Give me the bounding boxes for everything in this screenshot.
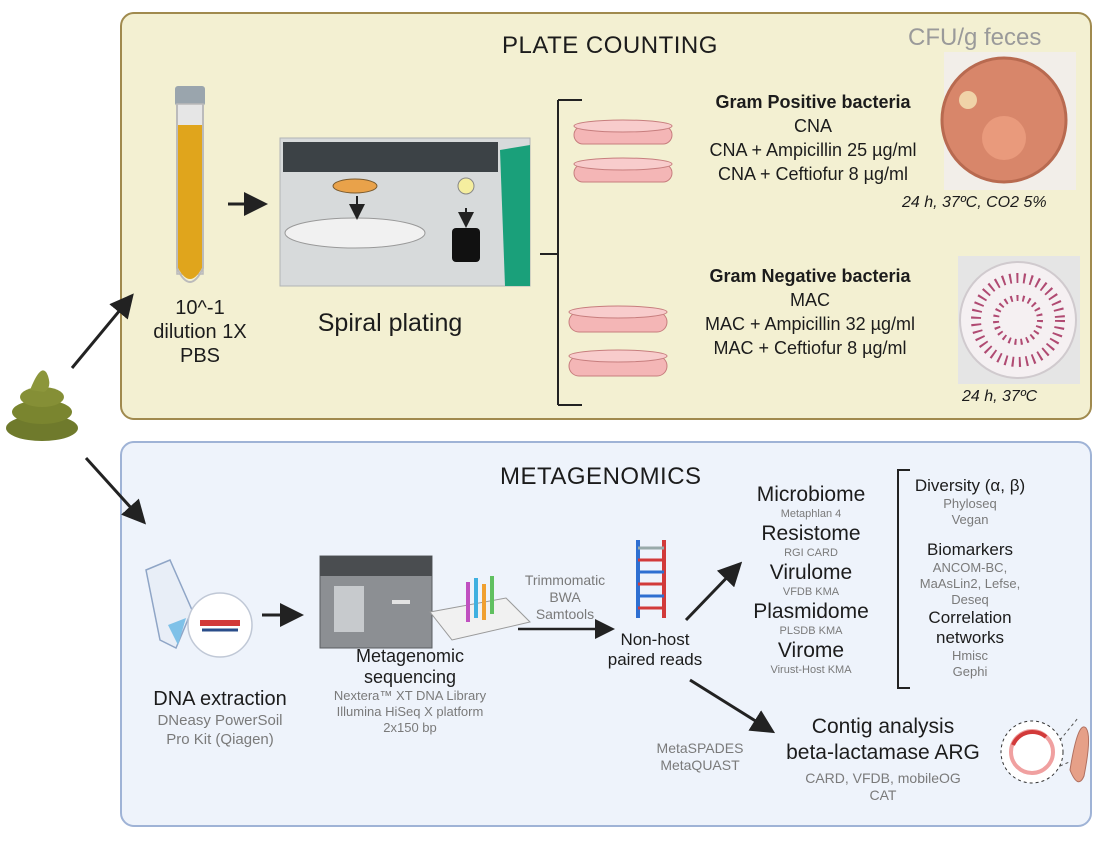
ome-tool: VFDB KMA	[782, 586, 840, 598]
metagenomics-title: METAGENOMICS	[500, 463, 702, 490]
plate-counting-title: PLATE COUNTING	[502, 32, 718, 59]
arrow-to-plate-counting	[70, 293, 134, 369]
dna-extraction-title: DNA extraction	[153, 688, 287, 710]
tube-label: 10^-1 dilution 1X PBS	[140, 296, 260, 368]
spiral-plater-icon	[279, 137, 531, 287]
gram-positive-medium: CNA + Ampicillin 25 µg/ml	[709, 140, 917, 160]
contig-analysis-title: beta-lactamase ARG	[786, 741, 980, 764]
sequencing-detail: 2x150 bp	[383, 720, 437, 735]
dna-reads-icon	[636, 540, 666, 618]
arrow-to-metagenomics	[84, 456, 147, 525]
arrow-to-contig-analysis	[689, 678, 776, 734]
assembly-tools: MetaSPADES MetaQUAST	[640, 740, 760, 774]
gram-negative-conditions: 24 h, 37ºC	[962, 388, 1038, 405]
qc-tool: Trimmomatic	[524, 572, 606, 588]
petri-dish-icon	[573, 119, 673, 183]
ome-tool: RGI CARD	[784, 547, 838, 559]
analysis-tool: Vegan	[951, 512, 989, 527]
arrow-to-omes	[684, 561, 743, 622]
gram-negative-block: Gram Negative bacteria MAC MAC + Ampicil…	[670, 264, 950, 360]
gram-negative-medium: MAC + Ceftiofur 8 µg/ml	[713, 338, 907, 358]
tube-label-line: 10^-1	[175, 297, 225, 319]
reads-label: Non-host paired reads	[595, 630, 715, 670]
analysis-name: networks	[935, 628, 1005, 647]
assembly-tool: MetaSPADES	[656, 740, 744, 756]
gram-negative-heading: Gram Negative bacteria	[709, 266, 911, 286]
contig-analysis-block: Contig analysis beta-lactamase ARG CARD,…	[768, 714, 998, 804]
spiral-plating-label: Spiral plating	[317, 309, 463, 337]
qc-tool: BWA	[549, 589, 581, 605]
gram-positive-medium: CNA + Ceftiofur 8 µg/ml	[718, 164, 908, 184]
ome-tool: PLSDB KMA	[779, 625, 843, 637]
ome-tool: Virust-Host KMA	[770, 664, 852, 676]
gram-positive-block: Gram Positive bacteria CNA CNA + Ampicil…	[668, 90, 958, 186]
contig-analysis-title: Contig analysis	[811, 715, 955, 738]
gram-negative-medium: MAC	[790, 290, 830, 310]
tube-label-line: PBS	[179, 345, 221, 367]
assembly-tool: MetaQUAST	[660, 757, 740, 773]
feces-icon	[6, 370, 78, 441]
analysis-tool: Gephi	[952, 664, 988, 679]
ome-name: Virome	[777, 639, 845, 662]
analyses-bracket	[897, 469, 910, 689]
analysis-name: Correlation	[928, 608, 1012, 627]
contig-analysis-tool: CAT	[869, 787, 897, 803]
analysis-tool: ANCOM-BC,	[932, 560, 1008, 575]
gram-positive-heading: Gram Positive bacteria	[715, 92, 911, 112]
sequencing-title: sequencing	[363, 667, 457, 687]
sequencing-block: Metagenomic sequencing Nextera™ XT DNA L…	[325, 646, 495, 736]
gram-positive-conditions: 24 h, 37ºC, CO2 5%	[902, 194, 1047, 211]
mac-plate-photo	[958, 256, 1080, 384]
analyses-list: Diversity (α, β) Phyloseq Vegan Biomarke…	[906, 476, 1034, 680]
extraction-tube-icon	[145, 559, 253, 658]
gram-positive-medium: CNA	[793, 116, 832, 136]
sequencer-icon	[319, 555, 531, 649]
reads-label-line: paired reads	[607, 650, 703, 669]
reads-label-line: Non-host	[620, 630, 690, 649]
bacterium-icon	[1069, 726, 1090, 783]
sequencing-detail: Nextera™ XT DNA Library	[333, 688, 487, 703]
ome-tool: Metaphlan 4	[780, 508, 842, 520]
dna-extraction-block: DNA extraction DNeasy PowerSoil Pro Kit …	[140, 688, 300, 749]
plasmid-icon	[1000, 717, 1079, 784]
ome-name: Microbiome	[756, 483, 866, 506]
qc-tool: Samtools	[535, 606, 595, 622]
qc-tools: Trimmomatic BWA Samtools	[510, 572, 620, 623]
analysis-tool: Deseq	[951, 592, 989, 607]
analysis-tool: Hmisc	[951, 648, 989, 663]
test-tube-icon	[175, 86, 205, 283]
omes-list: Microbiome Metaphlan 4 Resistome RGI CAR…	[736, 482, 886, 677]
analysis-name: Diversity (α, β)	[914, 476, 1026, 495]
contig-analysis-tool: CARD, VFDB, mobileOG	[805, 770, 961, 786]
cna-plate-photo	[940, 52, 1076, 190]
gram-negative-medium: MAC + Ampicillin 32 µg/ml	[705, 314, 915, 334]
analysis-tool: MaAsLin2, Lefse,	[919, 576, 1021, 591]
sequencing-detail: Illumina HiSeq X platform	[336, 704, 484, 719]
dna-extraction-kit: DNeasy PowerSoil	[157, 712, 283, 729]
plates-bracket	[540, 99, 582, 406]
petri-dish-icon	[568, 305, 668, 377]
cfu-label: CFU/g feces	[908, 24, 1042, 51]
dna-extraction-kit: Pro Kit (Qiagen)	[166, 731, 274, 748]
tube-label-line: dilution 1X	[153, 321, 247, 343]
ome-name: Plasmidome	[753, 600, 869, 623]
sequencing-title: Metagenomic	[355, 646, 465, 666]
ome-name: Virulome	[769, 561, 853, 584]
analysis-tool: Phyloseq	[943, 496, 997, 511]
analysis-name: Biomarkers	[927, 540, 1013, 559]
ome-name: Resistome	[761, 522, 861, 545]
